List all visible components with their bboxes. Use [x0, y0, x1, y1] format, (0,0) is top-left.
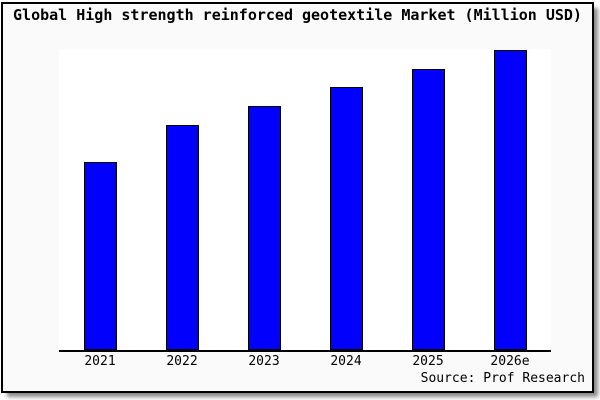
bar-2022	[165, 125, 199, 350]
x-tick-label-2022: 2022	[166, 354, 198, 369]
x-tick-label-2025: 2025	[412, 354, 444, 369]
bar-2024	[329, 87, 363, 350]
x-axis-labels: 2021 2022 2023 2024 2025 2026e	[59, 354, 551, 369]
x-tick-label-2024: 2024	[330, 354, 362, 369]
x-tick-label-2026e: 2026e	[490, 354, 530, 369]
bar-2025	[411, 69, 445, 350]
source-note: Source: Prof Research	[420, 371, 585, 386]
x-tick-label-2021: 2021	[84, 354, 116, 369]
chart-window: Global High strength reinforced geotexti…	[1, 2, 594, 393]
bar-2023	[247, 106, 281, 350]
plot-area	[59, 49, 551, 352]
bar-2021	[83, 162, 117, 350]
x-tick-label-2023: 2023	[248, 354, 280, 369]
bar-2026e	[493, 50, 527, 350]
chart-title: Global High strength reinforced geotexti…	[13, 6, 582, 24]
